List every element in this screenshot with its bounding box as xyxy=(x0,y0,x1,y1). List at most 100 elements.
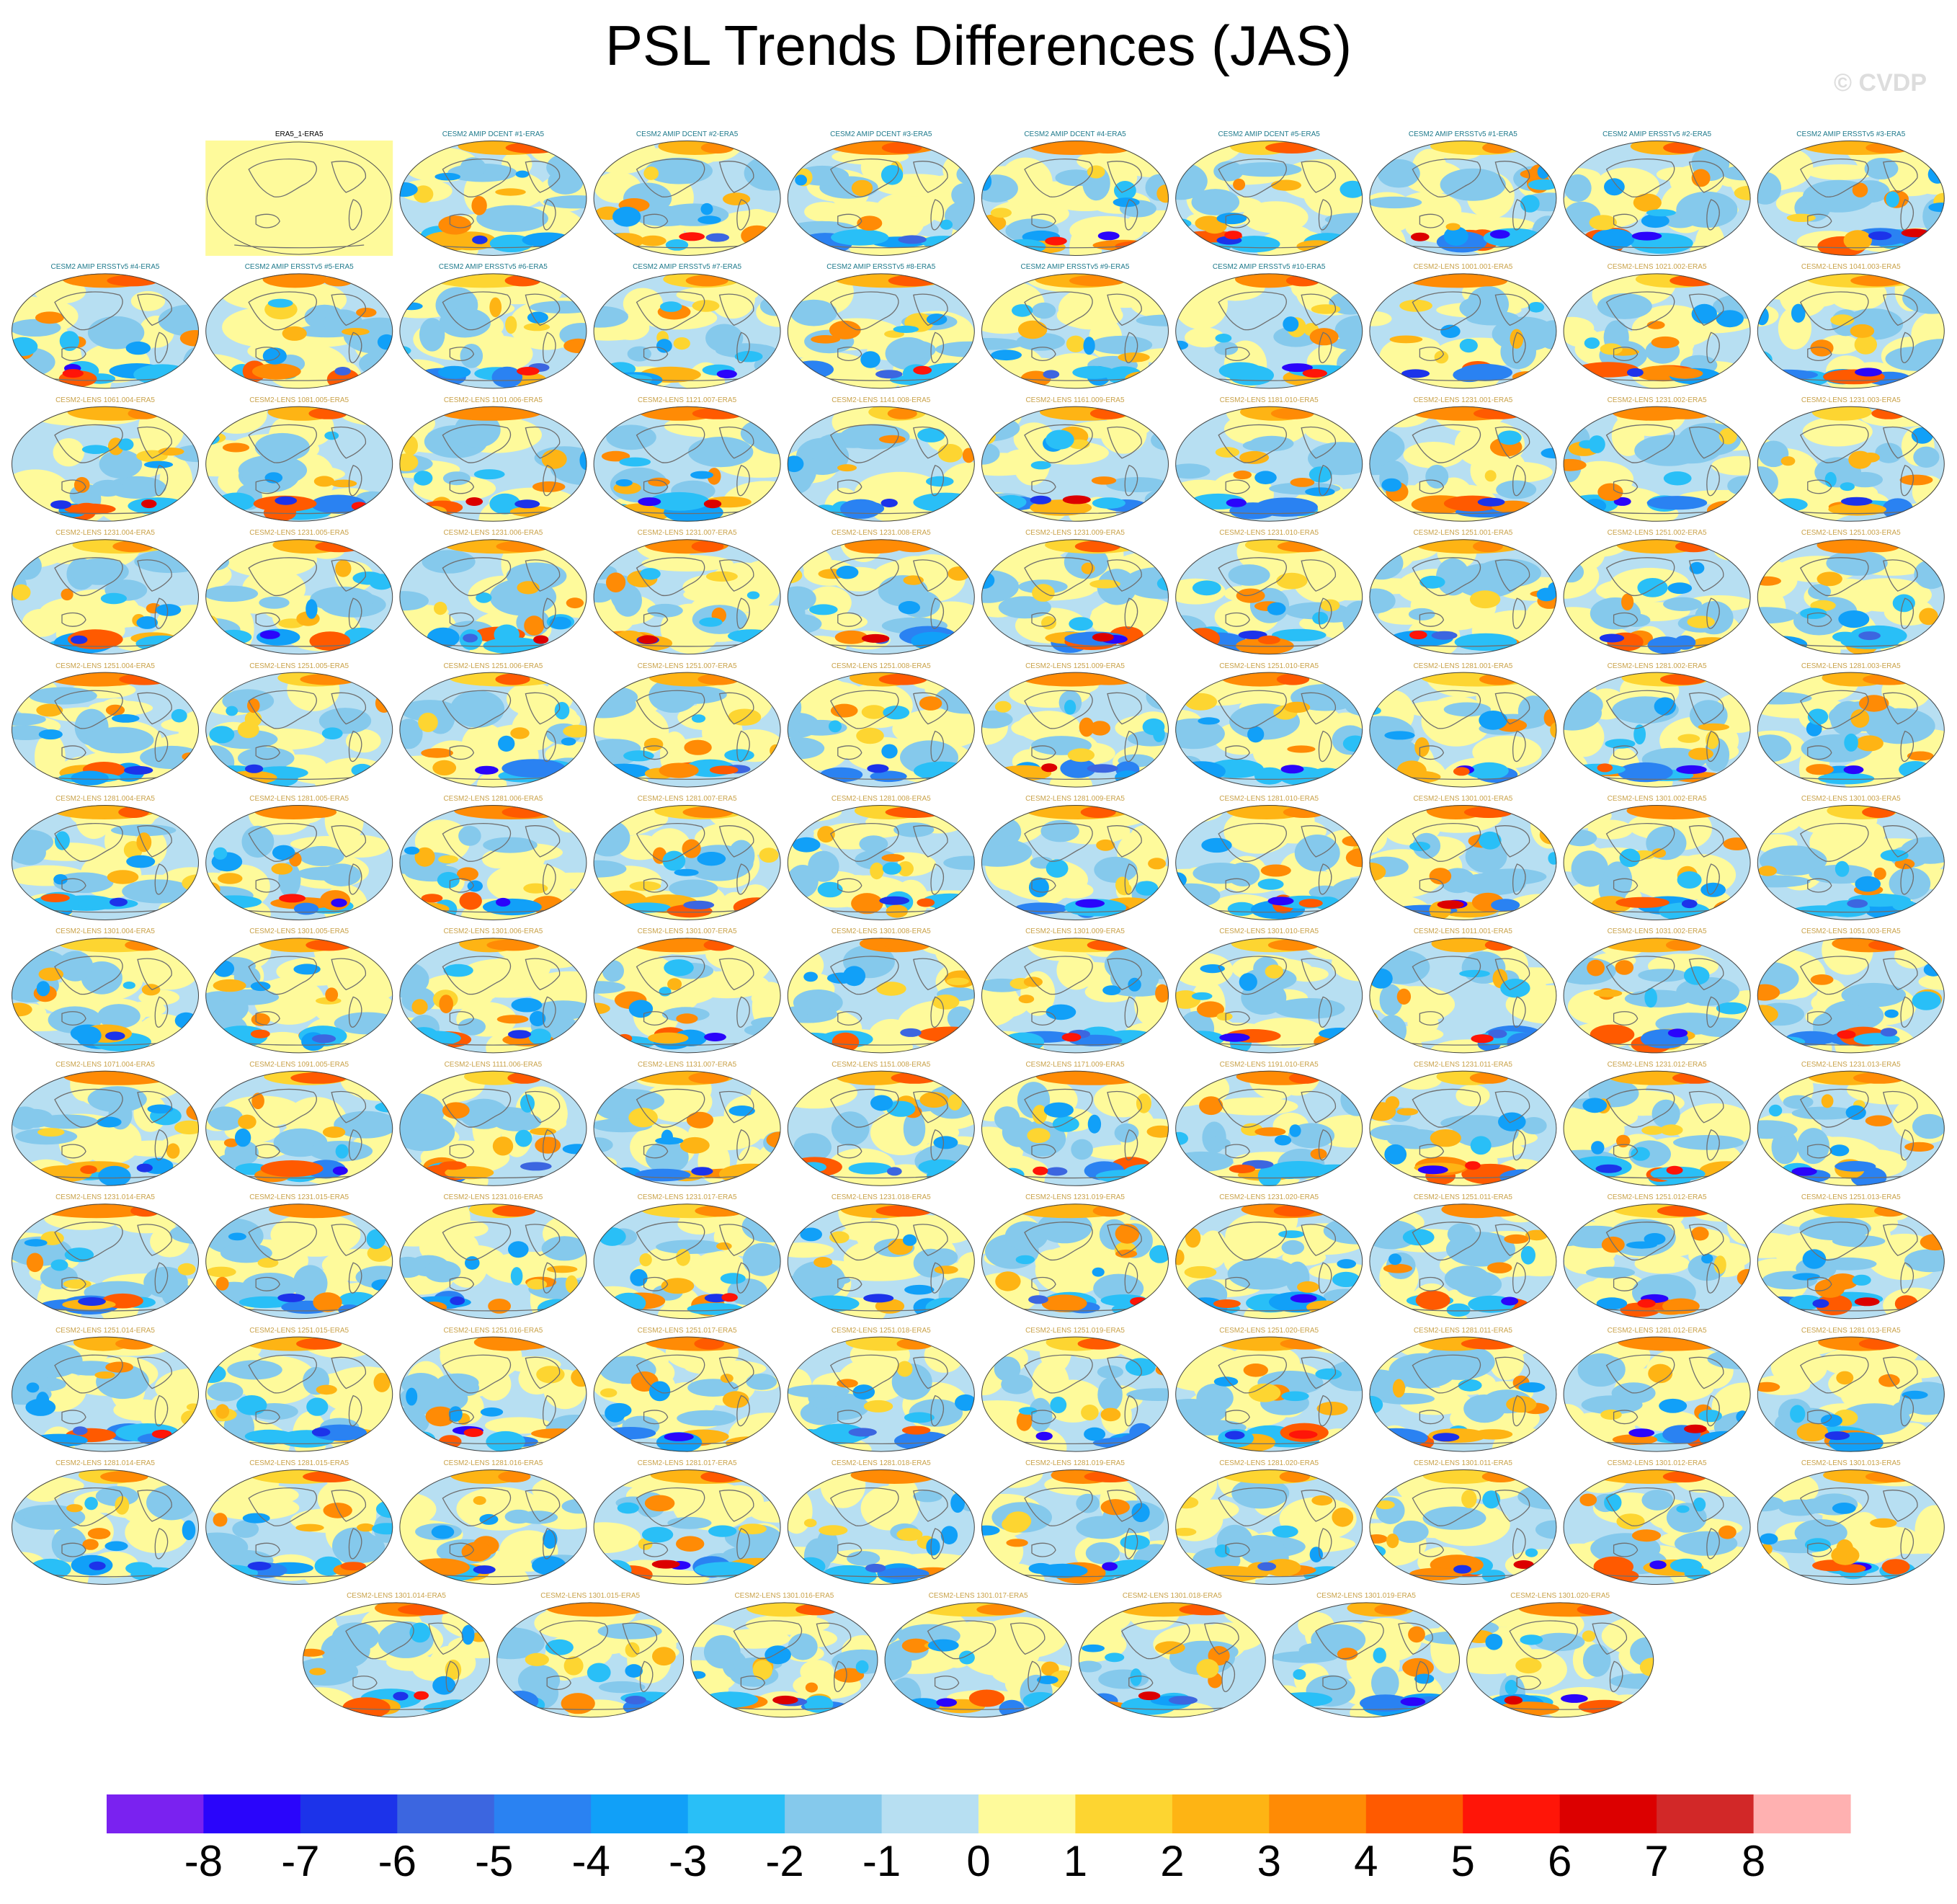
map-panel xyxy=(399,1204,587,1320)
map-panel xyxy=(1757,539,1945,655)
map-panel xyxy=(12,1204,199,1320)
map-panel xyxy=(1563,1469,1751,1585)
colorbar-box xyxy=(1075,1794,1173,1833)
map-panel xyxy=(787,273,975,389)
map-panel xyxy=(981,406,1169,522)
colorbar-tick-label: 5 xyxy=(1450,1837,1475,1885)
map-panel xyxy=(1175,805,1363,920)
map-panel xyxy=(399,273,587,389)
colorbar-box xyxy=(1463,1794,1561,1833)
panel-title: CESM2-LENS 1281.001-ERA5 xyxy=(1413,662,1513,670)
colorbar-box xyxy=(203,1794,301,1833)
map-panel xyxy=(593,539,781,655)
map-panel xyxy=(399,672,587,788)
map-panel xyxy=(1369,1070,1557,1186)
panel-title: CESM2 AMIP ERSSTv5 #9-ERA5 xyxy=(1020,263,1130,272)
map-panel xyxy=(787,1070,975,1186)
map-panel xyxy=(205,1336,393,1452)
panel-title: CESM2-LENS 1181.010-ERA5 xyxy=(1219,396,1319,404)
panel-title: ERA5_1-ERA5 xyxy=(275,130,324,138)
map-panel xyxy=(593,1204,781,1320)
panel-title: CESM2-LENS 1301.007-ERA5 xyxy=(637,927,737,936)
map-panel xyxy=(981,672,1169,788)
map-panel xyxy=(787,141,975,256)
panel-title: CESM2-LENS 1301.010-ERA5 xyxy=(1219,927,1319,936)
panel-title: CESM2-LENS 1061.004-ERA5 xyxy=(55,396,155,404)
map-panel xyxy=(399,805,587,920)
panel-title: CESM2-LENS 1281.002-ERA5 xyxy=(1607,662,1707,670)
colorbar-box xyxy=(300,1794,398,1833)
map-panel xyxy=(593,141,781,256)
map-panel xyxy=(205,273,393,389)
panel-title: CESM2-LENS 1251.010-ERA5 xyxy=(1219,662,1319,670)
map-panel xyxy=(1563,273,1751,389)
panel-title: CESM2 AMIP DCENT #2-ERA5 xyxy=(636,130,739,138)
panel-title: CESM2-LENS 1251.019-ERA5 xyxy=(1025,1326,1125,1335)
panel-title: CESM2-LENS 1231.007-ERA5 xyxy=(637,529,737,538)
panel-title: CESM2-LENS 1171.009-ERA5 xyxy=(1025,1060,1125,1069)
colorbar-tick-label: -3 xyxy=(668,1837,708,1885)
panel-title: CESM2-LENS 1231.017-ERA5 xyxy=(637,1193,737,1202)
map-panel xyxy=(205,1070,393,1186)
colorbar-tick-label: -8 xyxy=(184,1837,223,1885)
map-panel xyxy=(1757,141,1945,256)
panel-title: CESM2-LENS 1281.003-ERA5 xyxy=(1801,662,1901,670)
map-panel xyxy=(1563,938,1751,1054)
map-panel xyxy=(1757,1204,1945,1320)
colorbar-tick-label: -4 xyxy=(571,1837,610,1885)
panel-title: CESM2-LENS 1301.005-ERA5 xyxy=(249,927,349,936)
map-panel xyxy=(981,938,1169,1054)
map-panel xyxy=(1757,273,1945,389)
map-panel xyxy=(205,539,393,655)
map-panel xyxy=(787,672,975,788)
map-panel xyxy=(981,273,1169,389)
panel-title: CESM2 AMIP ERSSTv5 #2-ERA5 xyxy=(1602,130,1712,138)
panel-title: CESM2-LENS 1121.007-ERA5 xyxy=(638,396,737,404)
panel-title: CESM2-LENS 1031.002-ERA5 xyxy=(1607,927,1707,936)
panel-title: CESM2-LENS 1051.003-ERA5 xyxy=(1801,927,1901,936)
panel-title: CESM2 AMIP ERSSTv5 #10-ERA5 xyxy=(1212,263,1326,272)
panel-title: CESM2-LENS 1001.001-ERA5 xyxy=(1413,263,1513,272)
colorbar-tick-label: 6 xyxy=(1547,1837,1572,1885)
panel-title: CESM2-LENS 1251.012-ERA5 xyxy=(1607,1193,1707,1202)
colorbar-box xyxy=(687,1794,785,1833)
map-panel xyxy=(1757,1336,1945,1452)
panel-title: CESM2-LENS 1281.017-ERA5 xyxy=(637,1459,737,1467)
map-panel xyxy=(787,1204,975,1320)
map-panel xyxy=(303,1602,490,1718)
colorbar-box xyxy=(881,1794,979,1833)
map-panel xyxy=(205,141,393,256)
panel-title: CESM2-LENS 1281.008-ERA5 xyxy=(831,795,931,803)
panel-title: CESM2-LENS 1301.003-ERA5 xyxy=(1801,795,1901,803)
map-panel xyxy=(593,1336,781,1452)
panel-title: CESM2-LENS 1301.015-ERA5 xyxy=(540,1592,641,1601)
panel-title: CESM2-LENS 1301.017-ERA5 xyxy=(928,1592,1028,1601)
map-panel xyxy=(593,273,781,389)
panel-title: CESM2-LENS 1281.006-ERA5 xyxy=(443,795,543,803)
panel-title: CESM2-LENS 1141.008-ERA5 xyxy=(832,396,931,404)
panel-title: CESM2-LENS 1301.009-ERA5 xyxy=(1025,927,1125,936)
map-panel xyxy=(1175,672,1363,788)
map-panel xyxy=(593,805,781,920)
map-panel xyxy=(1369,938,1557,1054)
map-panel xyxy=(12,805,199,920)
panel-title: CESM2-LENS 1191.010-ERA5 xyxy=(1219,1060,1319,1069)
panel-title: CESM2-LENS 1281.004-ERA5 xyxy=(55,795,155,803)
panel-title: CESM2 AMIP ERSSTv5 #7-ERA5 xyxy=(633,263,742,272)
map-panel xyxy=(399,539,587,655)
map-panel xyxy=(1757,1070,1945,1186)
map-panel xyxy=(205,1204,393,1320)
map-panel xyxy=(1757,938,1945,1054)
panel-title: CESM2-LENS 1231.018-ERA5 xyxy=(831,1193,931,1202)
panel-title: CESM2-LENS 1301.014-ERA5 xyxy=(347,1592,446,1601)
panel-title: CESM2 AMIP ERSSTv5 #4-ERA5 xyxy=(50,263,160,272)
panel-title: CESM2-LENS 1301.012-ERA5 xyxy=(1607,1459,1707,1467)
map-panel xyxy=(787,938,975,1054)
map-panel xyxy=(981,1070,1169,1186)
panel-title: CESM2-LENS 1231.003-ERA5 xyxy=(1801,396,1901,404)
map-panel xyxy=(593,672,781,788)
map-panel xyxy=(787,539,975,655)
map-panel xyxy=(1175,1204,1363,1320)
panel-title: CESM2-LENS 1011.001-ERA5 xyxy=(1413,927,1512,936)
map-panel xyxy=(1563,1336,1751,1452)
